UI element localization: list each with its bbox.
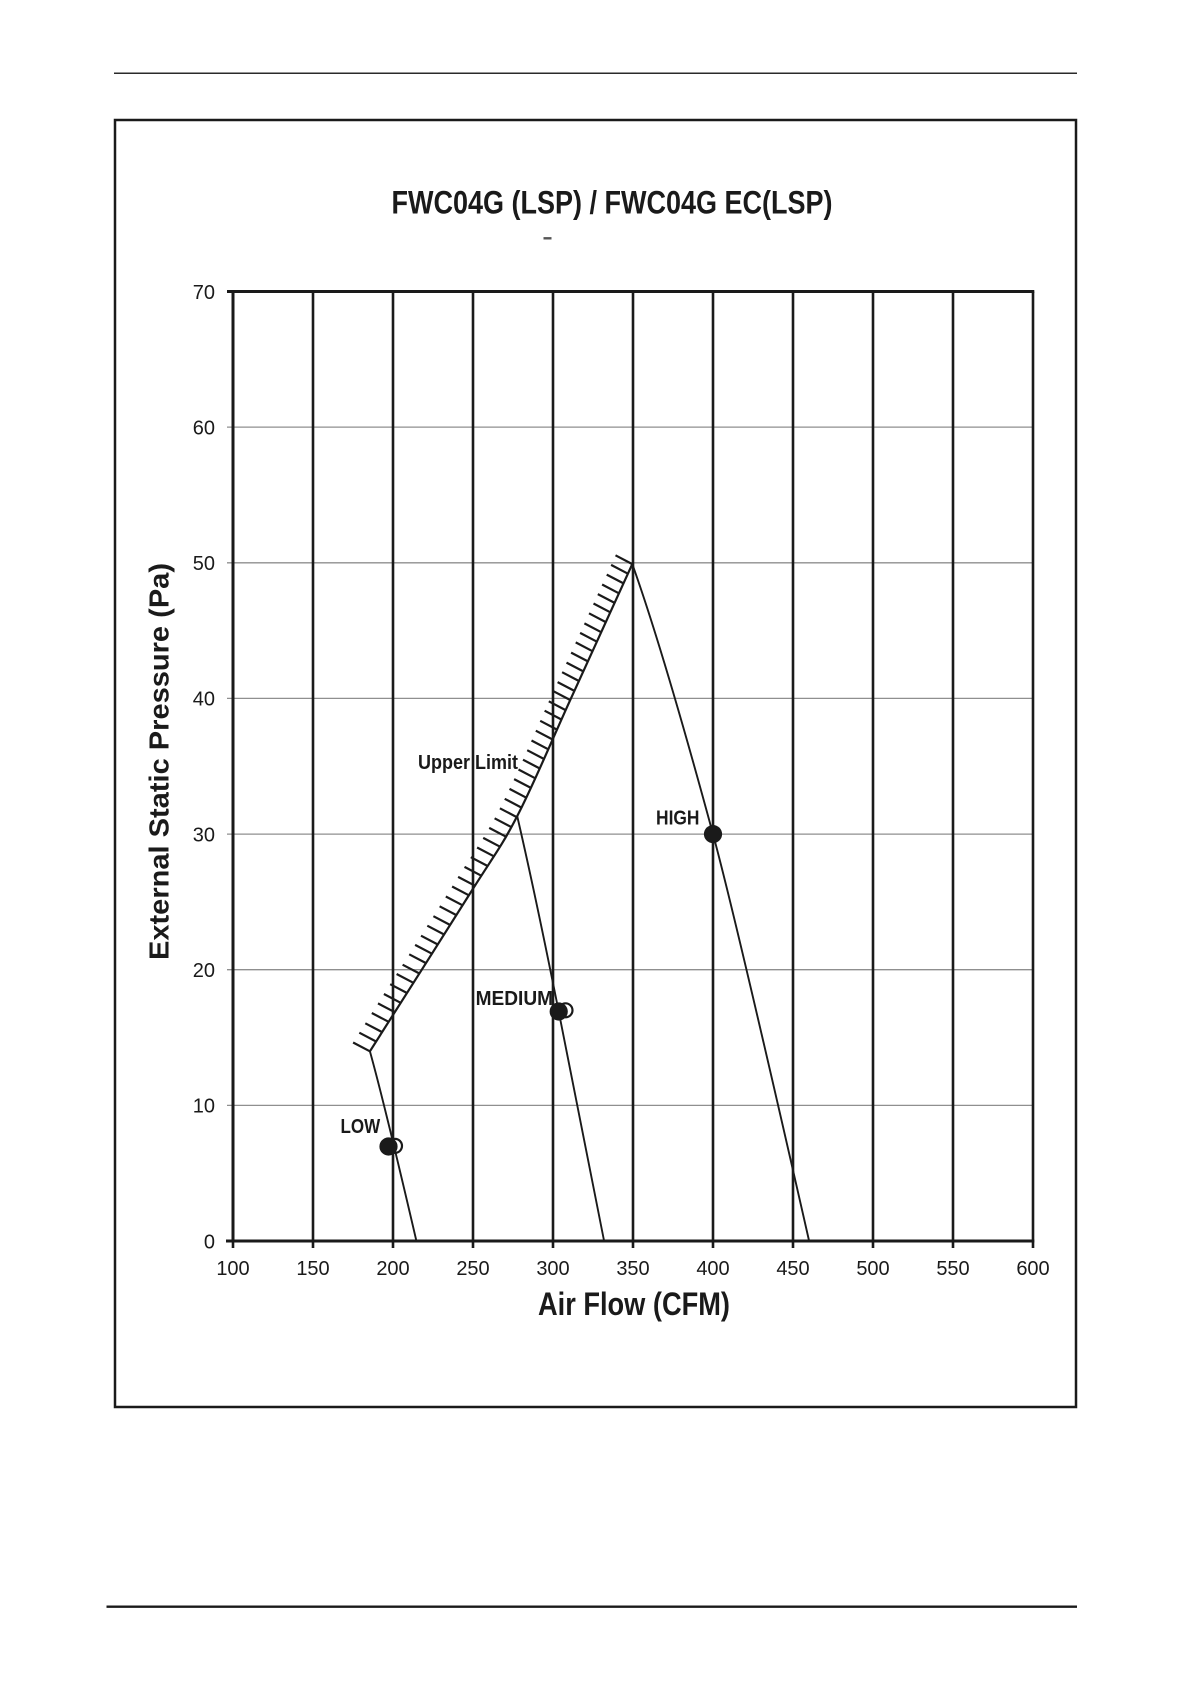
svg-text:400: 400 bbox=[696, 1258, 729, 1280]
svg-text:500: 500 bbox=[856, 1258, 889, 1280]
svg-text:HIGH: HIGH bbox=[656, 807, 700, 830]
svg-text:30: 30 bbox=[193, 824, 215, 846]
svg-text:70: 70 bbox=[193, 282, 215, 304]
svg-text:550: 550 bbox=[936, 1258, 969, 1280]
svg-text:MEDIUM: MEDIUM bbox=[476, 987, 553, 1010]
svg-text:200: 200 bbox=[376, 1258, 409, 1280]
svg-text:0: 0 bbox=[204, 1231, 215, 1253]
svg-text:20: 20 bbox=[193, 960, 215, 982]
svg-text:60: 60 bbox=[193, 417, 215, 439]
svg-text:LOW: LOW bbox=[341, 1115, 381, 1138]
svg-text:600: 600 bbox=[1016, 1258, 1049, 1280]
svg-text:40: 40 bbox=[193, 689, 215, 711]
svg-text:Upper Limit: Upper Limit bbox=[418, 751, 518, 774]
svg-text:FWC04G (LSP) / FWC04G EC(LSP): FWC04G (LSP) / FWC04G EC(LSP) bbox=[392, 185, 833, 221]
svg-text:300: 300 bbox=[536, 1258, 569, 1280]
svg-text:450: 450 bbox=[776, 1258, 809, 1280]
svg-text:250: 250 bbox=[456, 1258, 489, 1280]
svg-text:External Static Pressure (Pa): External Static Pressure (Pa) bbox=[144, 563, 175, 960]
svg-text:100: 100 bbox=[216, 1258, 249, 1280]
svg-text:10: 10 bbox=[193, 1096, 215, 1118]
svg-text:150: 150 bbox=[296, 1258, 329, 1280]
svg-text:Air Flow (CFM): Air Flow (CFM) bbox=[538, 1286, 730, 1322]
svg-text:350: 350 bbox=[616, 1258, 649, 1280]
svg-text:50: 50 bbox=[193, 553, 215, 575]
